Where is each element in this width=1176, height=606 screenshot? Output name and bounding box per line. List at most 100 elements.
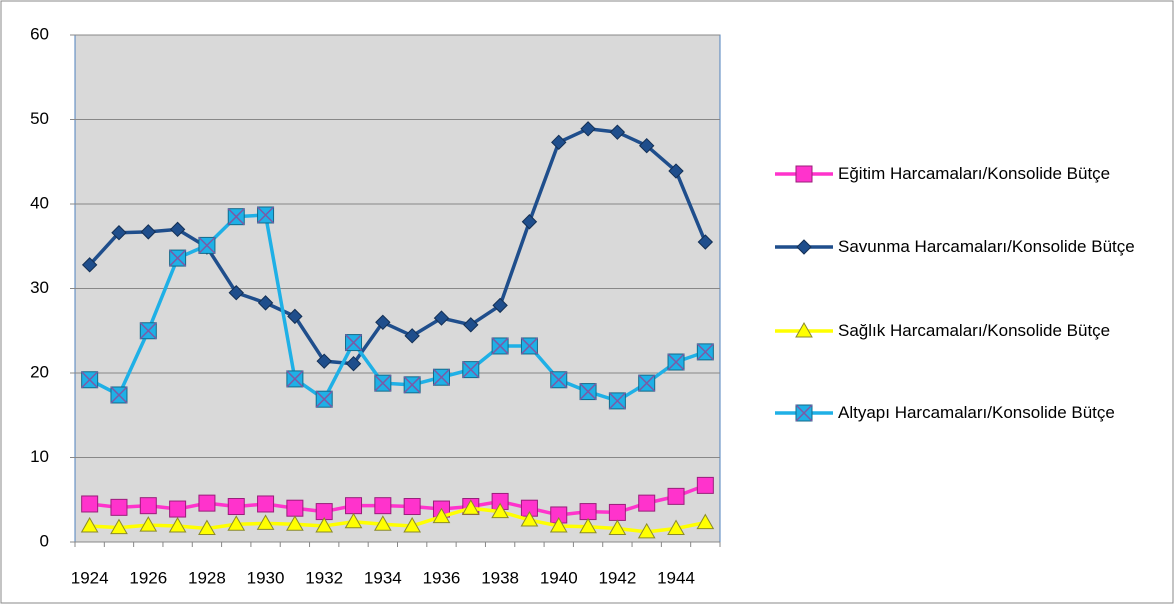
marker: [638, 494, 656, 512]
marker: [315, 390, 333, 408]
marker: [491, 337, 509, 355]
marker: [344, 334, 363, 352]
marker: [433, 310, 450, 326]
marker: [403, 498, 421, 516]
marker: [492, 297, 508, 314]
marker-cross: [520, 337, 538, 355]
marker: [549, 516, 568, 533]
marker-box: [638, 494, 656, 512]
marker-cross: [638, 374, 656, 392]
legend-label: Sağlık Harcamaları/Konsolide Bütçe: [838, 321, 1111, 340]
marker: [139, 322, 157, 340]
marker: [462, 361, 480, 379]
marker: [345, 355, 362, 372]
marker: [608, 519, 627, 535]
marker: [375, 314, 391, 331]
y-tick-label: 20: [30, 362, 49, 381]
marker: [521, 214, 538, 230]
marker-box: [286, 499, 304, 517]
marker-cross: [139, 322, 157, 340]
marker: [637, 522, 656, 539]
marker: [795, 165, 813, 183]
x-tick-label: 1926: [129, 568, 167, 587]
series-line: [88, 213, 706, 403]
marker: [696, 513, 715, 530]
marker-box: [139, 497, 157, 515]
marker: [608, 503, 626, 521]
marker-box: [403, 498, 421, 516]
marker: [374, 497, 392, 515]
marker: [228, 285, 244, 301]
marker: [227, 515, 246, 531]
marker: [697, 234, 714, 250]
x-tick-label: 1938: [481, 568, 519, 587]
marker-box: [345, 497, 363, 515]
marker: [638, 137, 655, 154]
marker: [696, 476, 714, 494]
marker-box: [110, 498, 128, 516]
marker-cross: [608, 392, 626, 410]
marker: [461, 499, 480, 515]
marker: [667, 353, 685, 371]
marker-box: [696, 476, 714, 494]
x-tick-label: 1928: [188, 568, 226, 587]
marker: [198, 236, 216, 254]
marker: [550, 371, 568, 389]
marker: [256, 514, 275, 530]
marker-box: [667, 487, 685, 505]
marker-box: [257, 495, 275, 513]
marker: [491, 502, 509, 519]
marker: [463, 317, 479, 333]
marker: [667, 487, 685, 505]
marker-cross: [198, 236, 216, 254]
marker: [257, 295, 274, 311]
marker-cross: [81, 371, 99, 389]
x-tick-label: 1942: [598, 568, 636, 587]
marker: [795, 321, 813, 338]
marker: [80, 516, 99, 533]
marker-box: [169, 500, 187, 518]
marker-box: [374, 497, 392, 515]
marker: [403, 376, 421, 394]
marker-cross: [462, 361, 480, 379]
marker: [432, 368, 451, 386]
marker-box: [198, 494, 216, 512]
marker-cross: [403, 376, 421, 394]
marker-box: [81, 495, 99, 513]
marker: [81, 257, 98, 273]
marker-box: [227, 498, 245, 516]
marker: [139, 516, 158, 532]
marker: [110, 518, 128, 535]
y-tick-label: 40: [30, 193, 49, 212]
marker: [608, 392, 626, 410]
marker: [169, 249, 187, 267]
series-line: [88, 127, 707, 366]
marker: [316, 353, 332, 369]
marker-cross: [286, 370, 304, 388]
marker: [373, 515, 392, 531]
marker: [668, 163, 684, 179]
marker: [551, 134, 567, 151]
marker-cross: [579, 383, 597, 401]
marker: [315, 516, 334, 533]
marker-cross: [696, 343, 714, 361]
marker: [198, 494, 216, 512]
marker-box: [795, 165, 813, 183]
marker: [198, 519, 216, 535]
marker: [520, 511, 539, 527]
marker-cross: [169, 249, 187, 267]
marker: [168, 516, 187, 533]
legend-label: Savunma Harcamaları/Konsolide Bütçe: [838, 237, 1135, 256]
series-line: [89, 506, 706, 534]
marker: [344, 512, 363, 529]
y-tick-label: 50: [30, 109, 49, 128]
marker: [696, 343, 714, 361]
marker: [579, 517, 597, 534]
y-tick-label: 30: [30, 278, 49, 297]
marker: [139, 497, 157, 515]
marker: [580, 121, 596, 137]
marker: [287, 308, 303, 325]
marker: [286, 515, 304, 531]
